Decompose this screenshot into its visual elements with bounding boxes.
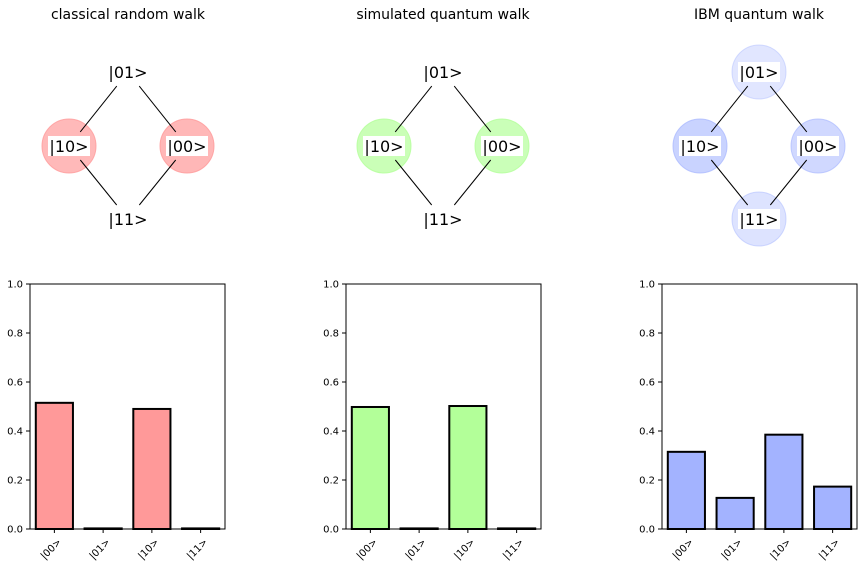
node-label: |00> [482, 137, 521, 156]
node-label-box [48, 136, 90, 156]
bar-chart: 0.0 0.2 0.4 0.6 0.8 1.0 |00> |01> |10> |11> [323, 280, 542, 562]
node-label-box [422, 62, 464, 82]
graph-edge [769, 85, 808, 133]
x-tick-label: |11> [501, 537, 526, 562]
panel-2: simulated quantum walk|01>|10> |00>|11>0.… [323, 7, 542, 562]
graph-edge [79, 85, 118, 133]
state-graph: |01> |10> |00> |11> [41, 62, 215, 229]
x-tick-label: |11> [817, 537, 842, 562]
y-tick-label: 0.4 [639, 427, 655, 438]
y-tick-label: 1.0 [323, 280, 339, 291]
node-label: |10> [364, 137, 403, 156]
plot-frame [345, 283, 542, 530]
y-tick-label: 0.6 [323, 378, 339, 389]
bar [715, 496, 755, 531]
node-label-box [679, 136, 721, 156]
x-tick-label: |10> [136, 537, 161, 562]
y-tick-label: 0.2 [323, 476, 339, 487]
panel-title: simulated quantum walk [356, 7, 530, 23]
graph-edge [394, 85, 433, 133]
x-tick-label: |00> [39, 537, 64, 562]
node-label: |01> [423, 63, 462, 82]
x-tick-label: |10> [452, 537, 477, 562]
node-label: |00> [798, 137, 837, 156]
bar [350, 405, 390, 530]
state-graph: |01> |10> |00> |11> [672, 44, 846, 247]
node-label-box [797, 136, 839, 156]
panel-3: IBM quantum walk|01>|10> |00>|11>0.00.20.… [639, 7, 858, 562]
y-tick-label: 0.0 [639, 525, 655, 536]
node-label: |11> [108, 210, 147, 229]
bar [813, 485, 853, 530]
bar [448, 405, 488, 531]
panel-1: classical random walk|01>|10> |00>|11>0.0… [7, 7, 226, 562]
x-tick-label: |00> [355, 537, 380, 562]
panel-title: classical random walk [51, 7, 206, 23]
node-label-box [481, 136, 523, 156]
node-label-box [363, 136, 405, 156]
graph-edge [710, 85, 749, 133]
graph-edge [453, 85, 492, 133]
bar [666, 450, 706, 531]
node-label: |01> [739, 63, 778, 82]
node-label-box [738, 62, 780, 82]
y-tick-label: 1.0 [639, 280, 655, 291]
graph-edge [769, 159, 808, 206]
x-tick-label: |01> [720, 537, 745, 562]
bar-chart: 0.0 0.2 0.4 0.6 0.8 1.0 |00> |01> |10> |11> [7, 280, 226, 562]
y-tick-label: 0.2 [639, 476, 655, 487]
node-label-box [107, 62, 149, 82]
y-tick-label: 0.2 [7, 476, 23, 487]
y-tick-label: 0.6 [639, 378, 655, 389]
y-tick-label: 0.8 [7, 329, 23, 340]
node-label-box [738, 209, 780, 229]
plot-frame [661, 283, 858, 530]
bar [34, 401, 74, 531]
y-tick-label: 0.0 [7, 525, 23, 536]
graph-edge [394, 159, 433, 206]
graph-edge [138, 159, 177, 206]
graph-edge [138, 85, 177, 133]
bar [132, 407, 172, 531]
y-tick-label: 0.4 [323, 427, 339, 438]
x-tick-label: |10> [768, 537, 793, 562]
y-tick-label: 0.8 [323, 329, 339, 340]
node-label: |01> [108, 63, 147, 82]
y-tick-label: 0.6 [7, 378, 23, 389]
panel-title: IBM quantum walk [694, 7, 825, 23]
graph-edge [79, 159, 118, 206]
node-label: |10> [680, 137, 719, 156]
plot-frame [29, 283, 226, 530]
x-tick-label: |01> [88, 537, 113, 562]
node-label: |00> [167, 137, 206, 156]
x-tick-label: |11> [185, 537, 210, 562]
node-label: |11> [739, 210, 778, 229]
state-graph: |01> |10> |00> |11> [356, 62, 530, 229]
x-tick-label: |01> [404, 537, 429, 562]
node-label-box [422, 209, 464, 229]
x-tick-label: |00> [671, 537, 696, 562]
y-tick-label: 0.0 [323, 525, 339, 536]
bar-chart: 0.0 0.2 0.4 0.6 0.8 1.0 |00> |01> |10> |11> [639, 280, 858, 562]
y-tick-label: 0.4 [7, 427, 23, 438]
y-tick-label: 1.0 [7, 280, 23, 291]
y-tick-label: 0.8 [639, 329, 655, 340]
bar [764, 433, 804, 530]
node-label: |10> [49, 137, 88, 156]
node-label-box [107, 209, 149, 229]
graph-edge [453, 159, 492, 206]
node-label: |11> [423, 210, 462, 229]
graph-edge [710, 159, 749, 206]
node-label-box [166, 136, 208, 156]
